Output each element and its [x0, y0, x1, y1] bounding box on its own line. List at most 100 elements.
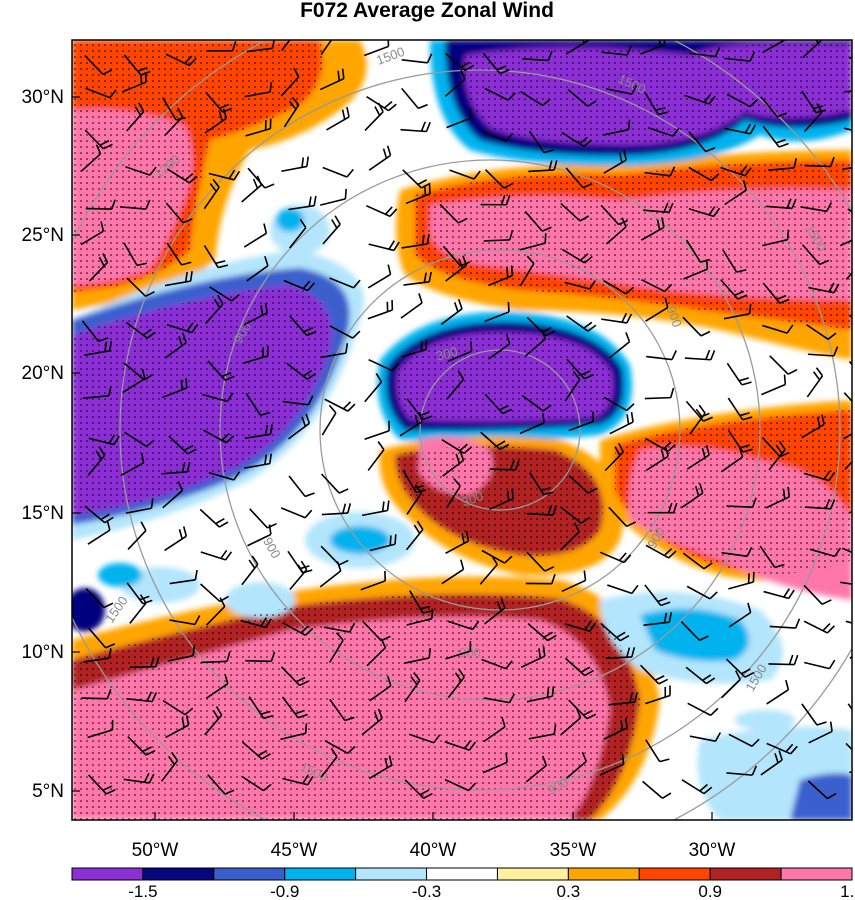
wind-barb-shaft — [481, 658, 507, 670]
wind-barb-flag — [305, 413, 311, 424]
wind-barb-flag — [816, 721, 827, 726]
wind-barb-flag — [308, 196, 312, 207]
wind-barb-shaft — [363, 45, 389, 57]
wind-barb-flag — [708, 95, 716, 105]
wind-barb-flag — [289, 100, 297, 110]
wind-barb-flag — [617, 442, 625, 453]
wind-barb-flag — [657, 111, 669, 116]
wind-barb-flag — [341, 109, 346, 120]
map-title: F072 Average Zonal Wind — [300, 0, 554, 22]
wind-barb-flag — [178, 529, 183, 540]
wind-barb-flag — [703, 562, 713, 570]
lon-label-45w: 45°W — [271, 840, 318, 861]
wind-barb-flag — [304, 509, 313, 519]
wind-barb-flag — [373, 711, 380, 722]
wind-barb-shaft — [682, 316, 702, 337]
colorbar-swatch — [780, 867, 853, 881]
lon-label-30w: 30°W — [689, 840, 736, 861]
wind-barb-shaft — [720, 456, 744, 473]
wind-barb-flag — [663, 441, 672, 450]
cold-spot-6 — [98, 563, 142, 587]
colorbar-swatch — [426, 867, 498, 881]
wind-barb-flag — [352, 279, 361, 289]
wind-barb-flag — [388, 103, 397, 112]
wind-barb-flag — [791, 198, 797, 209]
wind-barb-flag — [181, 261, 192, 266]
wind-barb-shaft — [564, 379, 581, 402]
wind-barb-flag — [177, 107, 184, 118]
wind-barb-shaft — [726, 772, 753, 776]
wind-barb-flag — [584, 373, 594, 380]
wind-barb-flag — [344, 716, 355, 722]
wind-barb-shaft — [762, 238, 788, 247]
wind-barb-flag — [184, 55, 193, 64]
wind-barb-flag — [460, 61, 471, 68]
wind-barb-flag — [631, 647, 636, 658]
wind-barb-shaft — [723, 312, 750, 320]
wind-barb-flag — [623, 150, 627, 161]
wind-barb-flag — [705, 677, 716, 685]
cold-spot-9 — [735, 710, 795, 730]
wind-barb-flag — [102, 69, 113, 76]
wind-barb-shaft — [726, 93, 751, 108]
wind-barb-flag — [224, 551, 233, 561]
stipple-cold-oval-center-core — [396, 331, 614, 422]
wind-barb-flag — [748, 303, 752, 314]
lat-label-30n: 30°N — [22, 87, 64, 108]
wind-barb-shaft — [726, 505, 753, 508]
wind-barb-flag — [504, 555, 513, 564]
wind-barb-flag — [215, 518, 225, 525]
wind-barb-flag — [583, 709, 593, 716]
wind-barb-flag — [833, 283, 840, 294]
wind-barb-flag — [580, 370, 591, 376]
wind-barb-flag — [657, 597, 668, 603]
wind-barb-flag — [464, 740, 472, 749]
wind-barb-shaft — [360, 580, 386, 591]
contour-label: 300 — [460, 488, 486, 510]
wind-barb-flag — [268, 524, 272, 535]
wind-barb-flag — [671, 350, 677, 360]
wind-barb-shaft — [481, 130, 507, 142]
wind-barb-flag — [184, 173, 194, 181]
wind-barb-flag — [783, 588, 791, 598]
wind-barb-shaft — [483, 726, 506, 743]
wind-barb-flag — [221, 371, 232, 378]
wind-barb-flag — [821, 414, 825, 425]
wind-barb-flag — [661, 792, 672, 799]
wind-barb-flag — [468, 741, 477, 751]
wind-barb-shaft — [367, 273, 391, 289]
wind-barb-flag — [540, 329, 547, 340]
wind-barb-flag — [460, 559, 465, 570]
wind-barb-flag — [714, 47, 721, 57]
wind-barb-flag — [664, 283, 673, 293]
wind-barb-flag — [302, 774, 309, 784]
wind-barb-shaft — [202, 393, 228, 403]
wind-barb-flag — [334, 215, 341, 225]
wind-barb-flag — [213, 298, 221, 309]
wind-barb-shaft — [565, 760, 587, 779]
wind-barb-flag — [346, 168, 354, 178]
wind-barb-shaft — [125, 166, 151, 176]
wind-barb-shaft — [408, 733, 435, 744]
wind-barb-flag — [579, 215, 590, 222]
wind-barb-shaft — [328, 639, 344, 663]
wind-barb-flag — [774, 563, 785, 569]
wind-barb-flag — [416, 520, 424, 530]
wind-barb-flag — [658, 40, 661, 47]
wind-barb-shaft — [567, 88, 589, 107]
wind-barb-flag — [589, 622, 597, 632]
wind-barb-flag — [741, 381, 752, 386]
wind-barb-flag — [631, 84, 638, 95]
wind-barb-flag — [209, 183, 217, 192]
wind-barb-shaft — [608, 506, 628, 527]
wind-barb-shaft — [400, 302, 423, 319]
wind-barb-flag — [660, 601, 671, 607]
wind-barb-flag — [347, 503, 352, 514]
wind-barb-flag — [142, 599, 153, 605]
wind-barb-flag — [547, 505, 553, 516]
lon-label-35w: 35°W — [550, 840, 597, 861]
wind-barb-shaft — [366, 647, 387, 667]
wind-barb-flag — [349, 622, 356, 633]
wind-barb-shaft — [85, 87, 111, 99]
wind-barb-flag — [505, 752, 508, 763]
